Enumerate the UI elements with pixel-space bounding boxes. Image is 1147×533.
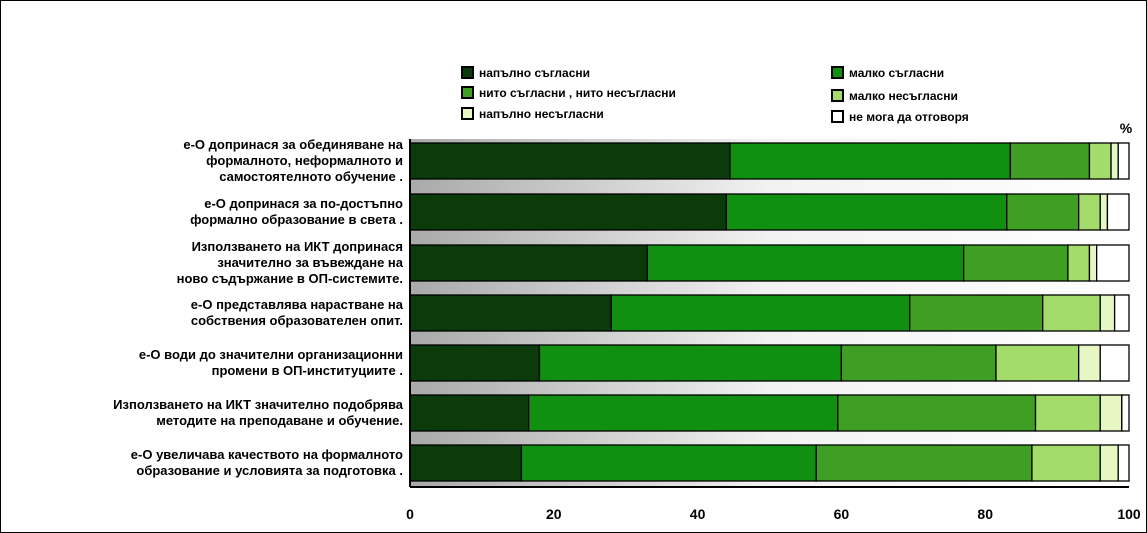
- bar-segment: [1099, 394, 1123, 432]
- bar-segment: [1113, 294, 1130, 332]
- category-label: значително за въвеждане на: [217, 255, 403, 270]
- bar-segment: [538, 344, 843, 382]
- legend-label: напълно съгласни: [479, 66, 590, 80]
- legend-swatch: [461, 107, 474, 120]
- bar-segment: [646, 244, 965, 282]
- category-label: е-О допринася за по-достъпно: [204, 196, 403, 211]
- bar-segment: [409, 394, 530, 432]
- bar-segment: [1031, 444, 1101, 482]
- bar-segment: [1042, 294, 1101, 332]
- bar-segment: [527, 394, 839, 432]
- category-label: образование и условията за подготовка .: [136, 463, 403, 478]
- category-label: е-О увеличава качеството на формалното: [131, 447, 403, 462]
- bar-segment: [909, 294, 1044, 332]
- bar-segment: [1078, 344, 1101, 382]
- category-label: е-О води до значителни организационни: [139, 347, 403, 362]
- category-label: промени в ОП-институциите .: [212, 363, 403, 378]
- category-label: формално образование в света .: [190, 212, 403, 227]
- bar-segment: [1006, 193, 1080, 231]
- category-label: методите на преподаване и обучение.: [156, 413, 403, 428]
- bar-segment: [1099, 193, 1109, 231]
- bar-segment: [1117, 142, 1130, 180]
- bar-segment: [1099, 444, 1119, 482]
- bar-segment: [409, 344, 541, 382]
- legend-swatch: [461, 86, 474, 99]
- category-label: ново съдържание в ОП-системите.: [177, 271, 403, 286]
- bar-segment: [962, 244, 1069, 282]
- category-label: Използването на ИКТ допринася: [192, 239, 403, 254]
- legend-swatch: [461, 66, 474, 79]
- x-tick-label: 40: [690, 506, 706, 522]
- bar-segment: [409, 142, 731, 180]
- x-tick-label: 20: [546, 506, 562, 522]
- x-tick-label: 80: [977, 506, 993, 522]
- bar-segment: [409, 294, 612, 332]
- bar-segment: [1117, 444, 1130, 482]
- legend-label: нито съгласни , нито несъгласни: [479, 86, 676, 100]
- bar-segment: [815, 444, 1033, 482]
- bar-segment: [1088, 244, 1098, 282]
- x-tick-label: 60: [834, 506, 850, 522]
- bar-segment: [840, 344, 997, 382]
- bar-segment: [725, 193, 1008, 231]
- legend-label: малко съгласни: [849, 66, 944, 80]
- bar-segment: [1009, 142, 1091, 180]
- bar-segment: [1099, 344, 1130, 382]
- category-label: собствения образователен опит.: [191, 313, 403, 328]
- bar-segment: [1095, 244, 1130, 282]
- x-tick-label: 0: [406, 506, 414, 522]
- category-label: е-О допринася за обединяване на: [183, 137, 403, 152]
- bar-segment: [1034, 394, 1101, 432]
- bar-segment: [1099, 294, 1116, 332]
- bar-segment: [1088, 142, 1112, 180]
- legend-swatch: [831, 89, 844, 102]
- legend-label: малко несъгласни: [849, 89, 958, 103]
- bar-segment: [1067, 244, 1091, 282]
- category-label: формалното, неформалното и: [206, 153, 403, 168]
- category-label: Използването на ИКТ значително подобрява: [113, 397, 404, 412]
- bar-segment: [729, 142, 1012, 180]
- bar-segment: [409, 244, 648, 282]
- bar-segment: [409, 444, 523, 482]
- legend-label: не мога да отговоря: [849, 110, 969, 124]
- x-tick-label: 100: [1117, 506, 1141, 522]
- bar-segment: [409, 193, 728, 231]
- bar-segment: [1110, 142, 1119, 180]
- bar-segment: [1106, 193, 1130, 231]
- category-label: самостоятелното обучение .: [219, 169, 403, 184]
- bar-segment: [610, 294, 911, 332]
- legend-swatch: [831, 110, 844, 123]
- bar-segment: [995, 344, 1080, 382]
- legend-label: напълно несъгласни: [479, 107, 604, 121]
- legend-swatch: [831, 66, 844, 79]
- bar-segment: [520, 444, 817, 482]
- bar-segment: [1121, 394, 1130, 432]
- bar-segment: [837, 394, 1037, 432]
- unit-label: %: [1120, 120, 1133, 136]
- category-label: е-О представлява нарастване на: [191, 297, 404, 312]
- bar-segment: [1078, 193, 1101, 231]
